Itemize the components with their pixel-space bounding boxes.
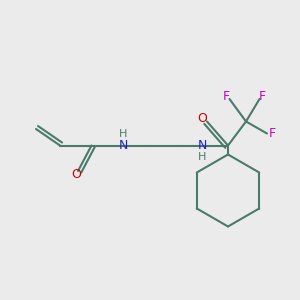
Text: F: F [259,89,266,103]
Text: F: F [223,89,230,103]
Text: H: H [198,152,207,162]
Text: O: O [198,112,207,125]
Text: H: H [119,129,127,139]
Text: F: F [269,127,276,140]
Text: O: O [72,167,81,181]
Text: N: N [198,139,207,152]
Text: N: N [118,139,128,152]
